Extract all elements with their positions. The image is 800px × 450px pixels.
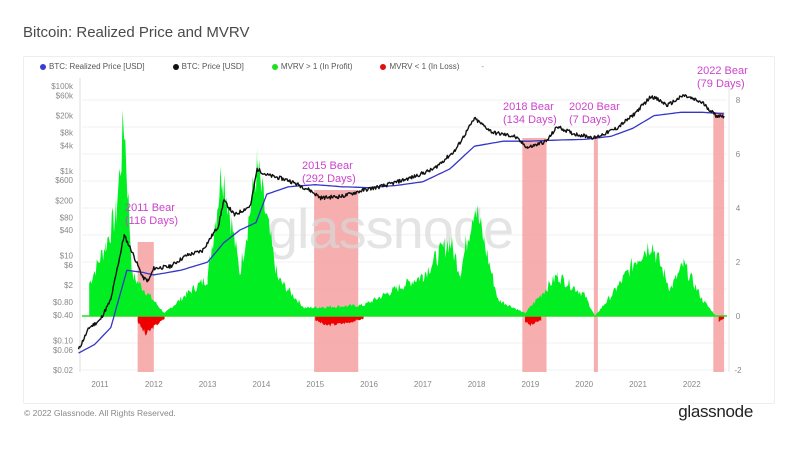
legend-dot-icon [40,63,46,70]
legend-label: BTC: Price [USD] [181,62,244,71]
legend-dot-icon [172,63,179,70]
copyright-footer: © 2022 Glassnode. All Rights Reserved. [24,408,176,418]
legend-dot-icon [271,63,278,70]
chart-card [23,56,775,404]
legend-dash-icon: - [481,62,485,71]
legend-label: MVRV < 1 (In Loss) [389,62,460,71]
chart-legend: BTC: Realized Price [USD] BTC: Price [US… [40,62,515,71]
legend-label: BTC: Realized Price [USD] [49,62,145,71]
legend-label: MVRV > 1 (In Profit) [280,62,353,71]
chart-title: Bitcoin: Realized Price and MVRV [23,24,250,41]
legend-dot-icon [380,63,387,70]
legend-item-loss[interactable]: MVRV < 1 (In Loss) [380,62,459,71]
legend-item-price[interactable]: BTC: Price [USD] [172,62,244,71]
glassnode-logo: glassnode [678,402,753,421]
legend-item-profit[interactable]: MVRV > 1 (In Profit) [271,62,353,71]
legend-item-realized-price[interactable]: BTC: Realized Price [USD] [40,62,145,71]
